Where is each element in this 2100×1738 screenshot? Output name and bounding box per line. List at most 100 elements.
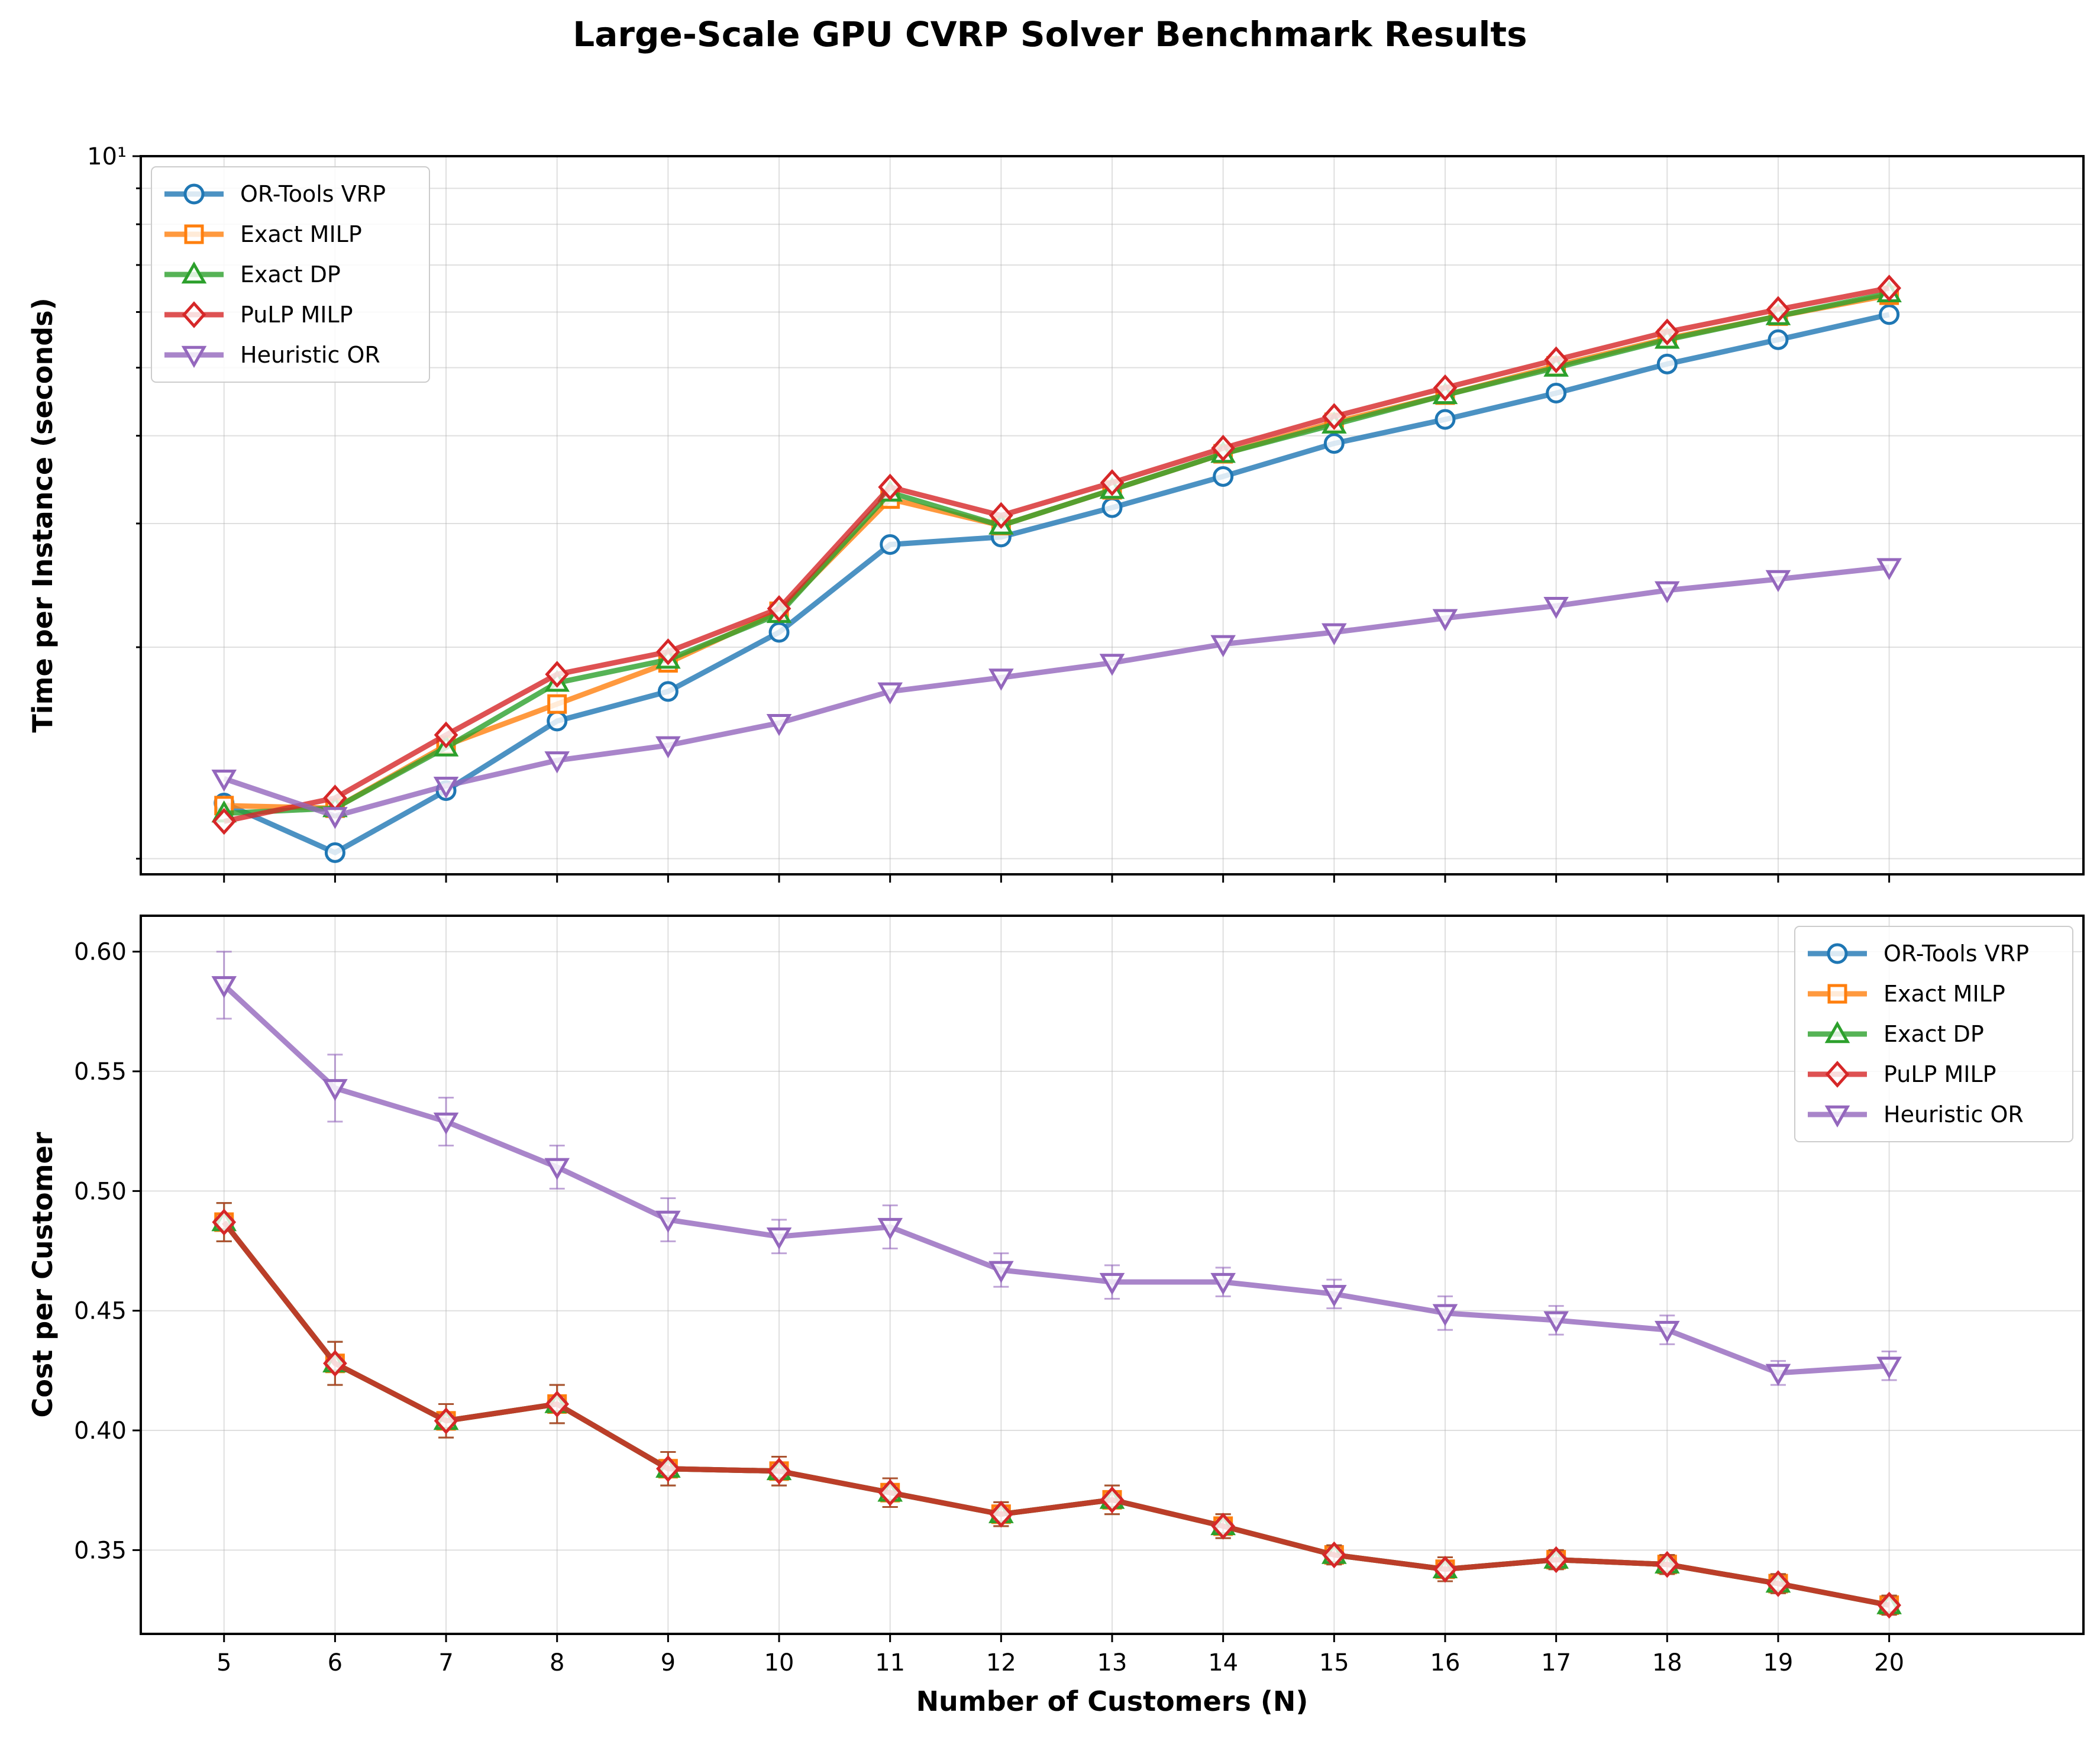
data-point <box>1879 304 1900 325</box>
legend-marker <box>1827 943 1848 964</box>
series-heuristic-or <box>211 951 1902 1386</box>
data-point <box>1211 1513 1236 1540</box>
data-point <box>1323 433 1345 454</box>
data-point <box>1100 469 1125 496</box>
data-point <box>878 1479 903 1506</box>
y-tick-label: 0.40 <box>74 1417 127 1445</box>
x-tick-label: 5 <box>217 1649 231 1676</box>
x-tick-label: 14 <box>1208 1649 1238 1676</box>
data-point <box>880 534 901 555</box>
x-tick-label: 15 <box>1319 1649 1349 1676</box>
data-point <box>433 777 459 799</box>
data-point <box>1544 1546 1568 1574</box>
data-point <box>988 668 1014 691</box>
data-point <box>212 1209 237 1236</box>
data-point <box>1099 654 1125 676</box>
y-tick-label: 0.60 <box>74 939 127 966</box>
data-point <box>1656 353 1678 374</box>
legend-marker <box>1827 984 1847 1004</box>
x-tick-label: 16 <box>1430 1649 1461 1676</box>
data-point <box>656 638 680 666</box>
data-point <box>324 842 345 863</box>
series-pulp-milp <box>212 1202 1901 1619</box>
legend: OR-Tools VRP Exact MILP Exact DP PuLP MILP H… <box>1794 926 2073 1142</box>
legend: OR-Tools VRP Exact MILP Exact DP PuLP MILP H… <box>151 166 430 383</box>
y-tick-label: 0.50 <box>74 1178 127 1205</box>
series-heuristic-or <box>211 558 1902 829</box>
legend-item-heuristic-or: Heuristic OR <box>1808 1101 2024 1128</box>
data-point <box>988 1500 1013 1528</box>
x-tick-label: 9 <box>661 1649 676 1676</box>
data-point <box>1322 623 1347 645</box>
data-point <box>1432 609 1458 631</box>
data-point <box>1322 1285 1347 1307</box>
data-point <box>655 1210 681 1233</box>
data-point <box>1432 1304 1458 1326</box>
legend-label: OR-Tools VRP <box>240 181 386 207</box>
data-point <box>1765 1364 1791 1386</box>
series-pulp-milp <box>212 274 1901 835</box>
series-line <box>224 290 1890 816</box>
data-point <box>322 1079 348 1101</box>
data-point <box>988 1261 1014 1283</box>
x-axis-label: Number of Customers (N) <box>916 1685 1309 1717</box>
data-point <box>1876 1356 1902 1379</box>
data-point <box>544 751 570 774</box>
legend-item-pulp-milp: PuLP MILP <box>164 301 353 328</box>
series-line <box>223 564 1890 819</box>
data-point <box>547 694 567 714</box>
data-point <box>1654 1320 1680 1343</box>
data-point <box>1210 635 1236 657</box>
legend-item-or-tools-vrp: OR-Tools VRP <box>164 181 386 207</box>
data-point <box>767 1458 791 1485</box>
legend-marker <box>181 345 207 369</box>
data-point <box>768 622 790 643</box>
legend-label: Exact MILP <box>240 221 362 247</box>
legend-marker <box>1824 1020 1850 1044</box>
cost-panel: 5 6 7 8 9 10 11 12 13 14 15 16 17 18 19 20 0.35 0.40 0.45 0… <box>27 915 2085 1717</box>
x-tick-label: 6 <box>328 1649 343 1676</box>
data-point <box>767 595 791 622</box>
legend-label: Heuristic OR <box>1883 1101 2024 1128</box>
data-point <box>1543 1311 1569 1333</box>
y-tick-label: 0.55 <box>74 1058 127 1086</box>
legend-item-exact-dp: Exact DP <box>164 261 341 287</box>
data-point <box>1322 1541 1346 1569</box>
data-point <box>1435 409 1456 430</box>
legend-marker <box>181 261 207 284</box>
y-tick-label: 0.35 <box>74 1537 127 1564</box>
data-point <box>545 1390 570 1418</box>
legend-item-or-tools-vrp: OR-Tools VRP <box>1808 941 2029 967</box>
data-point <box>766 713 792 736</box>
data-point <box>547 710 568 732</box>
legend-label: Heuristic OR <box>240 342 380 368</box>
data-point <box>878 473 903 501</box>
data-point <box>1213 466 1234 487</box>
data-point <box>1876 558 1902 580</box>
data-point <box>1543 596 1569 619</box>
x-tick-label: 19 <box>1763 1649 1793 1676</box>
data-point <box>1877 274 1901 302</box>
x-tick-label: 8 <box>550 1649 564 1676</box>
data-point <box>433 1112 459 1135</box>
legend-label: Exact MILP <box>1883 981 2005 1007</box>
data-point <box>211 769 237 792</box>
series-line <box>222 983 1889 1376</box>
data-point <box>1654 581 1680 603</box>
x-tick-label: 12 <box>986 1649 1016 1676</box>
data-point <box>1544 346 1568 373</box>
legend-item-exact-milp: Exact MILP <box>164 221 362 247</box>
legend-marker <box>1825 1061 1850 1088</box>
data-point <box>1322 403 1346 430</box>
data-point <box>1099 1272 1125 1296</box>
series-line <box>222 1220 1890 1608</box>
data-point <box>1766 1570 1791 1597</box>
data-point <box>1766 296 1791 323</box>
data-point <box>1101 497 1123 518</box>
legend-item-exact-milp: Exact MILP <box>1808 981 2005 1007</box>
legend-label: Exact DP <box>240 261 341 287</box>
data-point <box>1768 329 1789 350</box>
legend-box <box>151 166 430 383</box>
series-line <box>223 285 1890 824</box>
x-tick-label: 17 <box>1541 1649 1571 1676</box>
